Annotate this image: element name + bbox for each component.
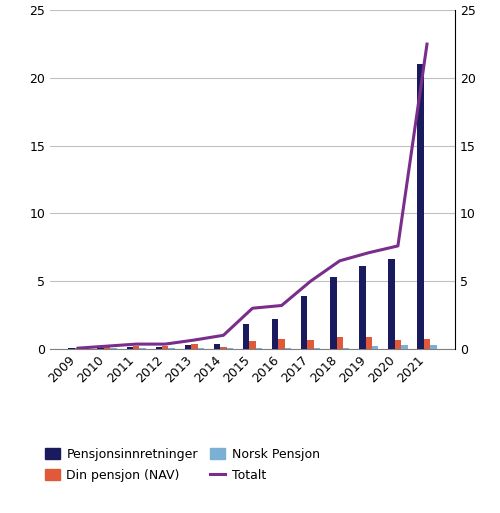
Bar xyxy=(430,345,436,349)
Bar xyxy=(75,348,81,349)
Bar xyxy=(162,346,168,349)
Bar xyxy=(314,348,320,349)
Bar xyxy=(256,348,262,349)
Bar xyxy=(220,347,226,349)
Bar xyxy=(226,348,233,349)
Bar xyxy=(191,344,198,349)
Bar xyxy=(372,346,378,349)
Bar xyxy=(126,347,133,349)
Bar xyxy=(184,345,191,349)
Bar xyxy=(243,324,250,349)
Legend: Pensjonsinnretninger, Din pensjon (NAV), Norsk Pensjon, Totalt: Pensjonsinnretninger, Din pensjon (NAV),… xyxy=(40,443,325,487)
Bar xyxy=(330,277,336,349)
Bar xyxy=(272,319,278,349)
Bar xyxy=(98,348,104,349)
Bar xyxy=(301,296,308,349)
Bar xyxy=(336,338,343,349)
Bar xyxy=(250,341,256,349)
Bar xyxy=(394,340,401,349)
Bar xyxy=(343,348,349,349)
Bar xyxy=(418,65,424,349)
Bar xyxy=(104,347,110,349)
Bar xyxy=(366,338,372,349)
Bar xyxy=(308,340,314,349)
Bar xyxy=(156,347,162,349)
Bar xyxy=(278,339,285,349)
Bar xyxy=(424,339,430,349)
Bar xyxy=(133,346,140,349)
Bar xyxy=(359,266,366,349)
Bar xyxy=(401,345,407,349)
Bar xyxy=(388,260,394,349)
Bar xyxy=(214,344,220,349)
